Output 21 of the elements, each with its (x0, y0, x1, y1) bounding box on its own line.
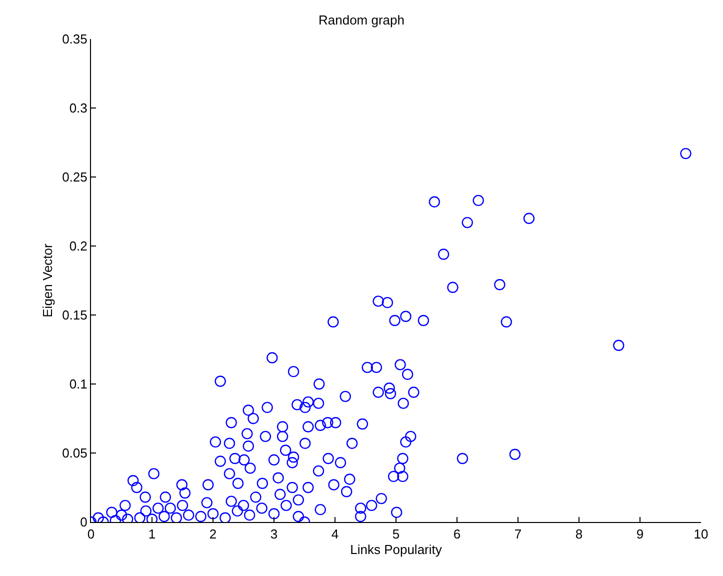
x-tick-label: 6 (453, 526, 461, 542)
y-axis-title: Eigen Vector (40, 242, 56, 318)
y-tick-label: 0.1 (69, 376, 88, 392)
y-tick-label: 0 (80, 514, 88, 530)
y-tick-label: 0.15 (62, 308, 88, 323)
y-tick-label: 0.3 (69, 100, 88, 116)
chart-title: Random graph (318, 12, 404, 28)
x-tick-label: 2 (209, 526, 217, 542)
y-tick-label: 0.25 (62, 170, 88, 185)
x-axis-title: Links Popularity (350, 542, 442, 558)
x-tick-label: 5 (392, 526, 400, 542)
x-tick-label: 9 (636, 526, 644, 542)
x-tick-label: 10 (694, 526, 708, 542)
x-tick-label: 3 (270, 526, 278, 542)
x-tick-label: 4 (331, 526, 339, 542)
y-tick-label: 0.05 (62, 446, 88, 461)
x-tick-label: 1 (148, 526, 156, 542)
y-tick-label: 0.35 (62, 32, 88, 47)
x-tick-label: 8 (575, 526, 583, 542)
x-tick-label: 7 (514, 526, 522, 542)
y-tick-label: 0.2 (69, 238, 88, 254)
